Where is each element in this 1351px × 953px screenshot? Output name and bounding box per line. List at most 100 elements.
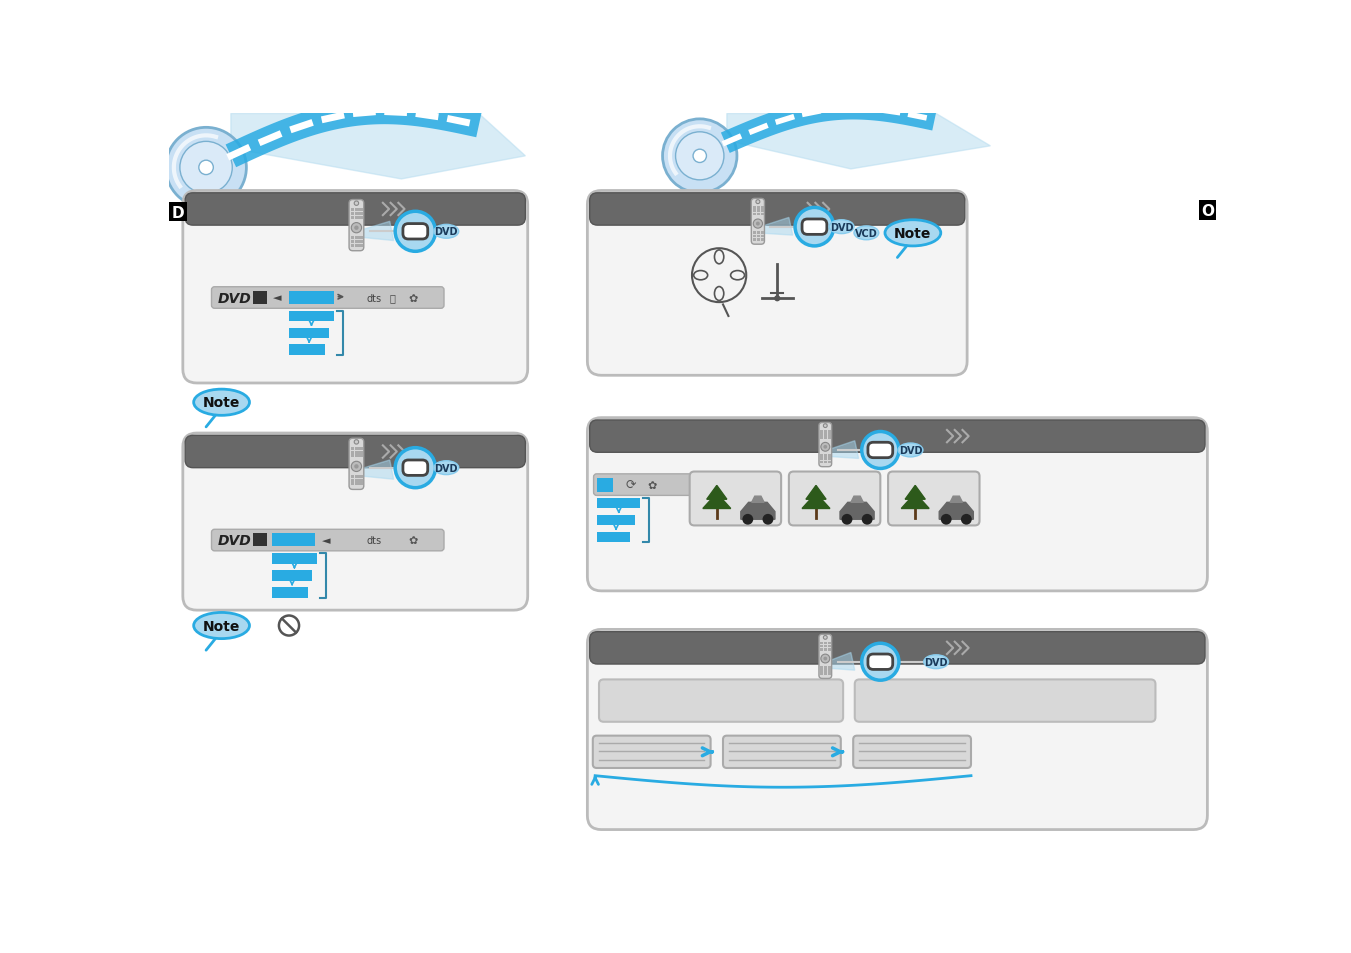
FancyBboxPatch shape: [403, 224, 428, 240]
Text: ✿: ✿: [647, 480, 657, 490]
Bar: [359, 237, 363, 240]
Ellipse shape: [830, 220, 854, 234]
Circle shape: [757, 200, 759, 204]
Polygon shape: [351, 222, 393, 241]
Circle shape: [180, 142, 232, 194]
FancyBboxPatch shape: [802, 220, 827, 235]
Text: DVD: DVD: [435, 227, 458, 237]
Bar: [828, 642, 831, 644]
Bar: [828, 666, 831, 669]
Bar: [753, 211, 757, 213]
Bar: [757, 233, 759, 234]
Circle shape: [166, 129, 246, 208]
Circle shape: [774, 295, 781, 302]
Bar: [820, 645, 823, 648]
FancyBboxPatch shape: [867, 655, 893, 670]
Bar: [355, 216, 358, 219]
FancyBboxPatch shape: [349, 438, 363, 490]
Ellipse shape: [193, 390, 250, 416]
Text: ◄: ◄: [322, 536, 331, 545]
Circle shape: [762, 515, 773, 525]
FancyBboxPatch shape: [588, 630, 1208, 830]
FancyBboxPatch shape: [598, 679, 843, 722]
Circle shape: [821, 443, 830, 452]
Text: dts: dts: [366, 294, 382, 303]
Bar: [350, 245, 354, 248]
Bar: [757, 207, 759, 210]
Text: DVD: DVD: [218, 534, 251, 547]
Ellipse shape: [796, 208, 834, 247]
Polygon shape: [939, 503, 973, 519]
FancyBboxPatch shape: [349, 200, 363, 252]
Bar: [350, 216, 354, 219]
Ellipse shape: [396, 448, 435, 488]
Bar: [359, 479, 363, 482]
Bar: [289, 312, 334, 322]
FancyBboxPatch shape: [589, 420, 1205, 453]
Bar: [350, 483, 354, 486]
FancyBboxPatch shape: [819, 635, 832, 679]
Bar: [355, 245, 358, 248]
Text: Note: Note: [894, 227, 932, 240]
Bar: [359, 245, 363, 248]
Polygon shape: [807, 486, 825, 499]
Bar: [820, 642, 823, 644]
Bar: [359, 448, 363, 451]
Ellipse shape: [193, 613, 250, 639]
Ellipse shape: [862, 643, 898, 680]
Bar: [753, 207, 757, 210]
Bar: [350, 237, 354, 240]
Ellipse shape: [862, 432, 898, 469]
Circle shape: [351, 223, 362, 233]
Text: ✿: ✿: [408, 294, 417, 303]
Ellipse shape: [898, 443, 923, 457]
Circle shape: [940, 515, 951, 525]
FancyBboxPatch shape: [182, 192, 528, 383]
Bar: [355, 209, 358, 212]
FancyBboxPatch shape: [888, 472, 979, 526]
Bar: [597, 498, 640, 509]
Bar: [1198, 201, 1216, 220]
Bar: [761, 233, 763, 234]
Bar: [597, 516, 635, 526]
Polygon shape: [820, 441, 859, 459]
Polygon shape: [707, 486, 727, 499]
Text: DVD: DVD: [218, 292, 251, 305]
Bar: [350, 451, 354, 455]
Polygon shape: [802, 494, 830, 509]
Ellipse shape: [396, 213, 435, 252]
Bar: [761, 211, 763, 213]
Circle shape: [354, 202, 358, 206]
Circle shape: [823, 657, 827, 660]
Bar: [820, 673, 823, 675]
Ellipse shape: [434, 225, 459, 239]
Bar: [359, 209, 363, 212]
Circle shape: [743, 515, 754, 525]
Ellipse shape: [854, 227, 878, 240]
Ellipse shape: [434, 461, 459, 476]
FancyBboxPatch shape: [588, 192, 967, 375]
Bar: [597, 532, 630, 543]
Polygon shape: [901, 494, 929, 509]
Bar: [272, 587, 308, 598]
Bar: [820, 458, 823, 460]
Bar: [355, 237, 358, 240]
Bar: [753, 213, 757, 216]
Bar: [757, 238, 759, 241]
Bar: [820, 436, 823, 439]
Bar: [350, 455, 354, 457]
Bar: [828, 431, 831, 433]
Circle shape: [662, 120, 736, 193]
Bar: [359, 476, 363, 478]
Circle shape: [354, 440, 358, 445]
Bar: [820, 455, 823, 457]
Bar: [350, 213, 354, 215]
Circle shape: [351, 462, 362, 472]
FancyBboxPatch shape: [185, 436, 526, 468]
Bar: [355, 479, 358, 482]
Bar: [824, 673, 827, 675]
Bar: [753, 238, 757, 241]
Bar: [824, 461, 827, 464]
FancyBboxPatch shape: [789, 472, 881, 526]
Bar: [350, 241, 354, 244]
